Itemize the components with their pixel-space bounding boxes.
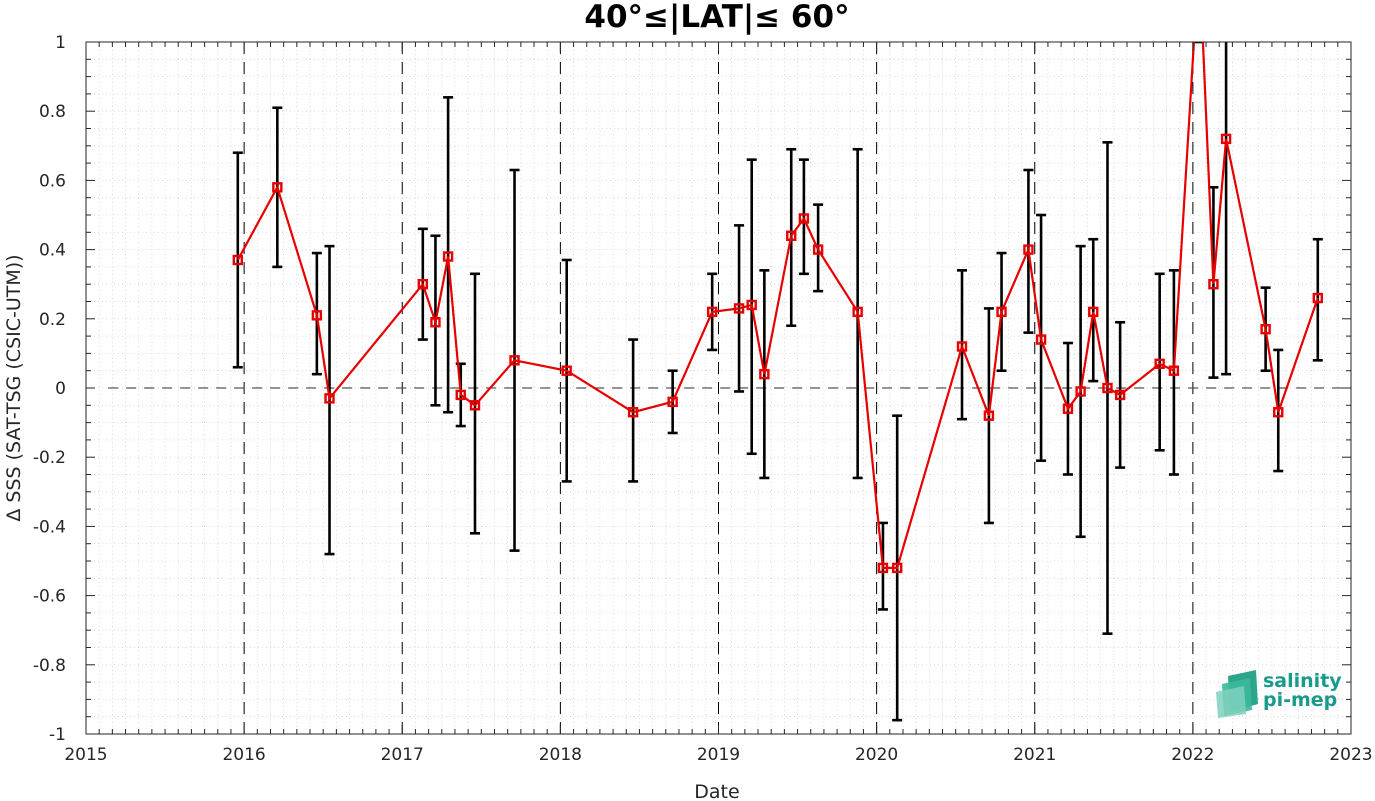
data-point-marker bbox=[561, 365, 572, 376]
x-tick-label: 2015 bbox=[64, 745, 107, 765]
salinity-pi-mep-logo: salinity pi-mep bbox=[1216, 670, 1342, 718]
data-point-marker bbox=[667, 396, 678, 408]
data-point-marker bbox=[786, 230, 797, 241]
data-point-marker bbox=[891, 562, 903, 574]
y-tick-label: 0.8 bbox=[39, 102, 66, 122]
y-tick-label: -0.2 bbox=[33, 448, 66, 468]
y-tick-label: -0.8 bbox=[33, 656, 66, 676]
data-point-marker bbox=[812, 244, 824, 255]
data-point-marker bbox=[1088, 306, 1099, 318]
data-point-marker bbox=[1312, 292, 1323, 304]
series-markers bbox=[232, 133, 1323, 574]
data-point-marker bbox=[442, 251, 454, 262]
y-tick-label: 0.6 bbox=[39, 171, 66, 191]
data-point-marker bbox=[706, 306, 718, 318]
data-point-marker bbox=[877, 562, 889, 574]
x-tick-label: 2022 bbox=[1171, 745, 1214, 765]
data-point-marker bbox=[1273, 407, 1284, 418]
data-point-marker bbox=[1154, 358, 1165, 369]
data-point-marker bbox=[956, 341, 968, 352]
y-tick-label: -1 bbox=[49, 725, 66, 745]
data-point-marker bbox=[759, 368, 770, 380]
data-point-marker bbox=[1035, 334, 1047, 345]
x-tick-label: 2016 bbox=[222, 745, 265, 765]
data-point-marker bbox=[509, 355, 520, 366]
data-point-marker bbox=[627, 407, 639, 418]
wave-logo-icon bbox=[1216, 670, 1258, 718]
chart-title: 40°≤|LAT|≤ 60° bbox=[584, 0, 849, 35]
data-point-marker bbox=[417, 279, 429, 290]
data-point-marker bbox=[1114, 389, 1126, 401]
tick-labels: 2015 2016 2017 2018 2019 2020 2021 2022 2023 -1 -0… bbox=[33, 33, 1373, 765]
data-point-marker bbox=[324, 393, 335, 404]
y-tick-label: -0.4 bbox=[33, 517, 66, 537]
y-tick-label: 0.2 bbox=[39, 310, 66, 330]
data-point-marker bbox=[996, 306, 1007, 318]
data-point-marker bbox=[1102, 382, 1113, 394]
data-point-marker bbox=[272, 182, 283, 193]
data-point-marker bbox=[746, 299, 757, 311]
data-point-marker bbox=[1168, 365, 1180, 376]
data-point-marker bbox=[311, 310, 323, 321]
data-point-marker bbox=[232, 254, 244, 266]
axes bbox=[85, 41, 1352, 735]
data-point-marker bbox=[430, 317, 441, 328]
data-point-marker bbox=[852, 306, 863, 318]
y-tick-label: 0.4 bbox=[39, 241, 66, 261]
logo-line2: pi-mep bbox=[1263, 689, 1337, 711]
x-tick-label: 2020 bbox=[855, 745, 898, 765]
x-tick-label: 2017 bbox=[381, 745, 424, 765]
y-axis-label: Δ SSS (SAT-TSG (CSIC-UTM)) bbox=[3, 254, 25, 521]
y-tick-label: 1 bbox=[55, 33, 66, 53]
data-point-marker bbox=[1075, 386, 1086, 397]
y-tick-label: -0.6 bbox=[33, 587, 66, 607]
x-tick-label: 2018 bbox=[539, 745, 582, 765]
data-point-marker bbox=[983, 410, 995, 421]
data-point-marker bbox=[455, 389, 466, 401]
data-point-marker bbox=[1260, 323, 1271, 335]
x-tick-label: 2019 bbox=[697, 745, 740, 765]
logo-line1: salinity bbox=[1263, 670, 1342, 692]
data-point-marker bbox=[1023, 244, 1034, 255]
data-point-marker bbox=[733, 303, 745, 314]
data-point-marker bbox=[1208, 279, 1219, 290]
x-tick-label: 2021 bbox=[1013, 745, 1056, 765]
y-tick-label: 0 bbox=[55, 379, 66, 399]
data-point-marker bbox=[1220, 133, 1232, 145]
data-point-marker bbox=[798, 213, 810, 224]
data-point-marker bbox=[469, 400, 481, 411]
x-tick-label: 2023 bbox=[1329, 745, 1372, 765]
x-axis-label: Date bbox=[694, 781, 739, 801]
data-point-marker bbox=[1062, 403, 1074, 414]
